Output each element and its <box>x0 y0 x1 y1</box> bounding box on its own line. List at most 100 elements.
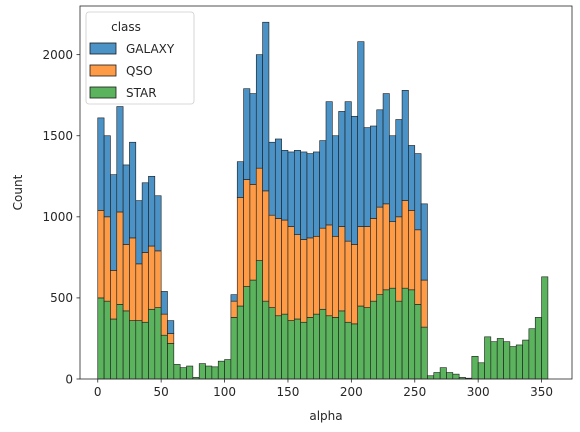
bar-qso-45 <box>382 203 390 291</box>
legend: class GALAXY QSO STAR <box>85 11 195 105</box>
bar-galaxy-44 <box>376 109 384 208</box>
bar-star-3 <box>116 304 124 380</box>
bar-galaxy-50 <box>414 153 422 231</box>
bar-qso-21 <box>230 300 238 318</box>
bar-qso-9 <box>154 250 162 308</box>
bar-star-50 <box>414 304 422 380</box>
bar-star-41 <box>357 305 365 380</box>
bar-qso-0 <box>97 210 105 299</box>
bar-qso-43 <box>370 218 378 302</box>
bar-star-38 <box>338 310 346 380</box>
bar-qso-48 <box>401 200 409 289</box>
bar-galaxy-49 <box>408 145 416 211</box>
bar-galaxy-28 <box>274 138 282 219</box>
bar-galaxy-29 <box>281 150 289 221</box>
bar-star-2 <box>110 318 118 380</box>
bar-star-48 <box>401 287 409 380</box>
bar-star-11 <box>167 343 175 380</box>
bar-star-19 <box>217 360 225 380</box>
x-tick-label: 250 <box>403 385 426 399</box>
bar-qso-49 <box>408 210 416 291</box>
bar-star-17 <box>205 365 213 380</box>
bar-galaxy-30 <box>287 151 295 227</box>
histogram-bars <box>97 21 549 380</box>
bar-star-52 <box>427 375 435 380</box>
bar-star-67 <box>522 339 530 380</box>
x-tick-label: 300 <box>467 385 490 399</box>
bar-galaxy-5 <box>129 141 137 239</box>
bar-star-36 <box>325 315 333 380</box>
bar-qso-1 <box>103 216 111 302</box>
bar-galaxy-7 <box>141 182 149 253</box>
y-tick-label: 1000 <box>42 210 73 224</box>
bar-star-70 <box>541 276 549 380</box>
bar-star-7 <box>141 321 149 380</box>
bar-star-53 <box>433 372 441 380</box>
x-tick-label: 150 <box>277 385 300 399</box>
x-tick-label: 200 <box>340 385 363 399</box>
bar-qso-8 <box>148 245 156 310</box>
bar-star-47 <box>395 300 403 380</box>
bar-star-66 <box>515 344 523 380</box>
bar-star-33 <box>306 317 314 380</box>
y-axis-label: Count <box>11 174 25 210</box>
bar-star-63 <box>496 338 504 380</box>
bar-qso-4 <box>122 244 130 312</box>
bar-qso-34 <box>313 235 320 315</box>
bar-star-56 <box>452 373 460 380</box>
bar-star-44 <box>376 294 384 380</box>
bar-galaxy-33 <box>306 153 314 239</box>
bar-galaxy-48 <box>401 90 409 201</box>
bar-star-28 <box>274 315 282 380</box>
x-tick-label: 0 <box>94 385 102 399</box>
bar-galaxy-46 <box>389 135 397 222</box>
bar-galaxy-35 <box>319 140 327 229</box>
bar-star-61 <box>484 336 492 380</box>
bar-star-0 <box>97 297 105 380</box>
x-axis-label: alpha <box>309 409 342 423</box>
bar-galaxy-6 <box>135 200 143 265</box>
bar-galaxy-41 <box>357 41 365 227</box>
bar-qso-23 <box>243 179 251 287</box>
bar-qso-40 <box>351 244 359 325</box>
legend-box <box>85 11 195 105</box>
bar-galaxy-31 <box>293 150 301 235</box>
bar-qso-10 <box>160 313 168 336</box>
bar-qso-3 <box>116 211 124 305</box>
bar-qso-36 <box>325 224 333 317</box>
bar-galaxy-38 <box>338 111 346 227</box>
bar-qso-2 <box>110 270 118 320</box>
bar-galaxy-22 <box>236 161 244 198</box>
bar-star-34 <box>313 313 320 380</box>
bar-star-26 <box>262 300 270 380</box>
bar-star-20 <box>224 359 232 380</box>
bar-qso-41 <box>357 226 365 307</box>
y-tick-label: 1500 <box>42 129 73 143</box>
bar-galaxy-10 <box>160 291 168 315</box>
x-tick-label: 50 <box>154 385 169 399</box>
bar-star-1 <box>103 300 111 380</box>
bar-galaxy-3 <box>116 106 124 213</box>
bar-star-16 <box>198 363 206 380</box>
legend-swatch-galaxy <box>89 42 117 55</box>
legend-label-qso: QSO <box>126 64 153 78</box>
bar-galaxy-36 <box>325 101 333 226</box>
x-tick-label: 350 <box>530 385 553 399</box>
bar-star-39 <box>344 321 352 380</box>
bar-star-12 <box>173 364 181 380</box>
bar-galaxy-1 <box>103 135 111 218</box>
bar-qso-7 <box>141 252 149 323</box>
bar-qso-35 <box>319 227 327 310</box>
bar-star-35 <box>319 308 327 380</box>
bar-star-6 <box>135 320 143 380</box>
y-axis-ticks: 0 500 1000 1500 2000 <box>42 48 80 386</box>
bar-star-9 <box>154 307 162 380</box>
bar-star-10 <box>160 334 168 380</box>
bar-star-64 <box>503 341 511 380</box>
bar-star-21 <box>230 317 238 380</box>
bar-galaxy-0 <box>97 117 105 211</box>
bar-qso-31 <box>293 234 301 320</box>
bar-qso-38 <box>338 226 346 312</box>
bar-star-4 <box>122 310 130 380</box>
